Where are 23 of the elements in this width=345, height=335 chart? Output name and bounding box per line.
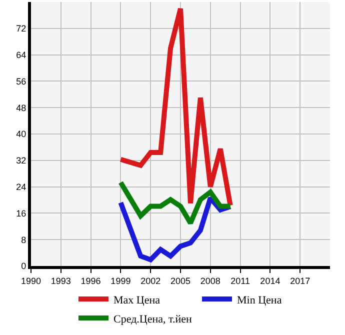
y-tick-label: 72 [16,24,26,34]
x-tick-label: 1996 [80,276,101,286]
legend-label: Max Цена [114,294,160,306]
y-tick-label: 24 [16,182,26,192]
x-tick-label: 2014 [260,276,280,286]
x-tick-label: 1993 [50,276,71,286]
y-tick-label: 16 [16,208,26,218]
legend-label: Сред.Цена, т.йен [114,313,192,326]
y-tick-label: 32 [16,156,26,166]
y-tick-label: 40 [16,129,26,140]
legend-label: Min Цена [237,294,282,306]
x-tick-label: 2005 [170,276,191,286]
y-tick-label: 8 [21,234,26,245]
y-tick-label: 56 [16,76,26,86]
x-tick-label: 1999 [110,276,131,286]
x-tick-label: 2017 [290,276,310,286]
x-tick-label: 1990 [20,276,42,286]
y-tick-label: 48 [16,102,26,113]
x-tick-label: 2011 [230,276,250,286]
y-tick-label: 0 [21,261,26,272]
y-tick-label: 64 [16,50,26,60]
x-tick-label: 2008 [200,276,220,286]
x-tick-label: 2002 [140,276,161,286]
